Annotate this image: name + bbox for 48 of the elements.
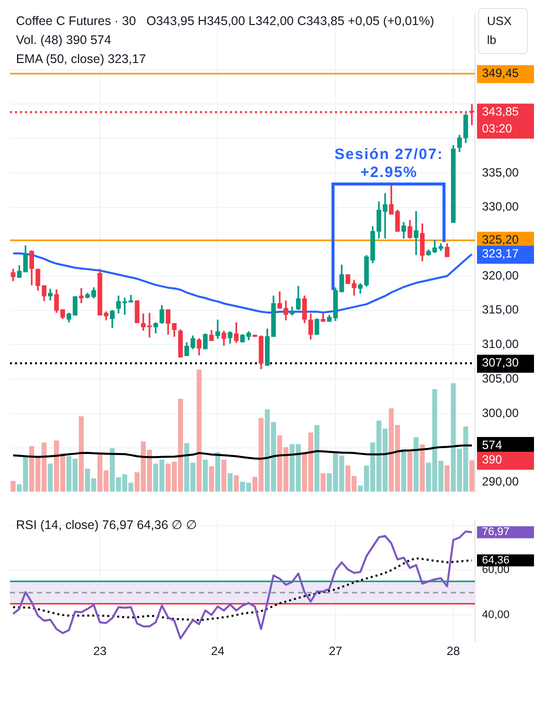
ref-line-label: 307,30 [482, 356, 520, 370]
bar [196, 370, 202, 492]
x-tick-label: 28 [446, 644, 460, 658]
data-label: 323,17 [482, 246, 520, 261]
bar [78, 416, 84, 492]
data-label: 76,97 [482, 526, 510, 538]
bar [221, 460, 226, 492]
text: USX lb [478, 8, 528, 54]
bar [420, 444, 425, 492]
data-label: 64,36 [482, 554, 510, 566]
line-series [12, 557, 473, 622]
bar [414, 437, 419, 492]
bar [314, 424, 320, 492]
bar [202, 460, 208, 492]
ref-line-label: 349,45 [482, 66, 520, 80]
bar [209, 466, 214, 492]
ref-line-label: 343,85 03:20 [482, 104, 520, 136]
y2-tick-label: 390 [482, 452, 502, 467]
bar [444, 465, 450, 492]
bar [407, 450, 412, 492]
y2-tick-label: 574 [482, 438, 502, 452]
y-tick-label: 320,00 [482, 268, 520, 282]
x-tick-label: 23 [93, 644, 107, 658]
bar [469, 460, 474, 492]
x-tick-label: 27 [328, 644, 342, 658]
candlestick [134, 300, 140, 324]
y-tick-label: 290,00 [482, 474, 520, 488]
chart-title: RSI (14, close) 76,97 64,36 ∅ ∅ [16, 517, 198, 534]
chart-title: Coffee C Futures · 30 O343,95 H345,00 L342,00 C343,85 +0,05 (+0,01%) [16, 14, 434, 28]
bar [215, 452, 220, 492]
x-tick-label: 24 [211, 644, 225, 658]
bar [320, 473, 326, 492]
y-tick-label: 300,00 [482, 406, 520, 420]
bar [10, 480, 16, 492]
annotation: Sesión 27/07: +2.95% [334, 146, 444, 182]
y-tick-label: 330,00 [482, 200, 520, 214]
annotation: EMA (50, close) 323,17 [16, 52, 146, 66]
bar [228, 473, 233, 492]
bar [234, 475, 239, 492]
bar [48, 464, 53, 492]
y-tick-label: 335,00 [482, 165, 520, 180]
annotation: Vol. (48) 390 574 [16, 33, 112, 47]
y-tick-label: 310,00 [482, 337, 520, 352]
ref-line-label: 325,20 [482, 232, 520, 247]
y-tick-label: 305,00 [482, 371, 520, 386]
y-tick-label: 40,00 [482, 608, 510, 621]
bar [401, 449, 406, 492]
y-tick-label: 315,00 [482, 302, 520, 317]
